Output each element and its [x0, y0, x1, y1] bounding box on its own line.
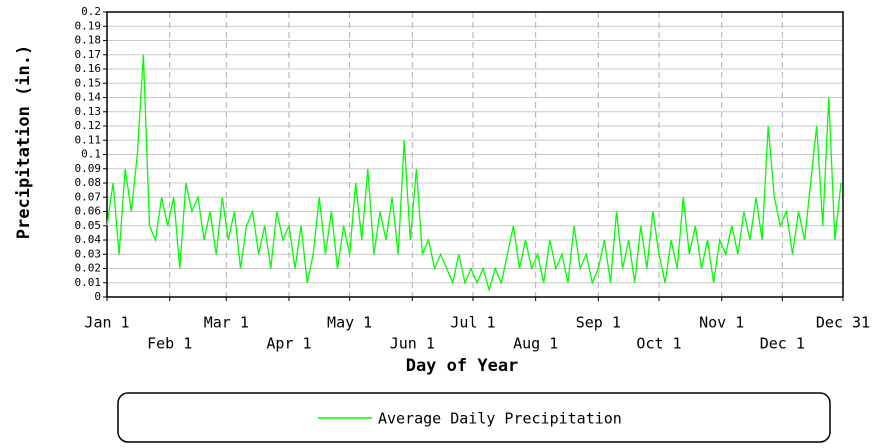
legend-box — [117, 392, 831, 443]
y-tick-label: 0.11 — [75, 133, 102, 146]
y-tick-label: 0.02 — [75, 262, 102, 275]
data-line — [106, 54, 842, 293]
x-tick-label: May 1 — [327, 314, 372, 332]
x-tick-label: Apr 1 — [266, 335, 311, 353]
y-tick-label: 0.08 — [75, 176, 102, 189]
x-tick-label: Feb 1 — [147, 335, 192, 353]
x-tick-label: Jun 1 — [390, 335, 435, 353]
y-tick-label: 0.15 — [75, 76, 102, 89]
y-tick-label: 0.17 — [75, 48, 102, 61]
x-tick-label: Jul 1 — [450, 314, 495, 332]
y-tick-label: 0.04 — [75, 233, 102, 246]
x-tick-label: Mar 1 — [204, 314, 249, 332]
plot-frame — [106, 11, 844, 298]
y-tick-label: 0.03 — [75, 247, 102, 260]
y-tick-label: 0.2 — [81, 5, 101, 18]
y-tick-label: 0.05 — [75, 219, 102, 232]
x-tick-label: Dec 31 — [816, 314, 870, 332]
y-tick-label: 0.16 — [75, 62, 102, 75]
y-tick-label: 0.12 — [75, 119, 102, 132]
y-tick-label: 0.13 — [75, 105, 102, 118]
y-tick-label: 0.06 — [75, 205, 102, 218]
x-tick-label: Aug 1 — [513, 335, 558, 353]
y-axis-label: Precipitation (in.) — [14, 45, 34, 239]
x-axis-label: Day of Year — [406, 356, 519, 376]
x-tick-label: Oct 1 — [636, 335, 681, 353]
legend-label: Average Daily Precipitation — [378, 410, 622, 428]
x-tick-label: Sep 1 — [576, 314, 621, 332]
y-tick-label: 0.01 — [75, 276, 102, 289]
y-tick-label: 0.14 — [75, 91, 102, 104]
x-tick-label: Dec 1 — [760, 335, 805, 353]
y-tick-label: 0.07 — [75, 190, 102, 203]
x-tick-label: Jan 1 — [84, 314, 129, 332]
y-tick-label: 0.19 — [75, 19, 102, 32]
y-tick-label: 0 — [94, 290, 101, 303]
y-tick-label: 0.09 — [75, 162, 102, 175]
x-tick-label: Nov 1 — [699, 314, 744, 332]
y-tick-label: 0.1 — [81, 148, 101, 161]
y-tick-label: 0.18 — [75, 34, 102, 47]
